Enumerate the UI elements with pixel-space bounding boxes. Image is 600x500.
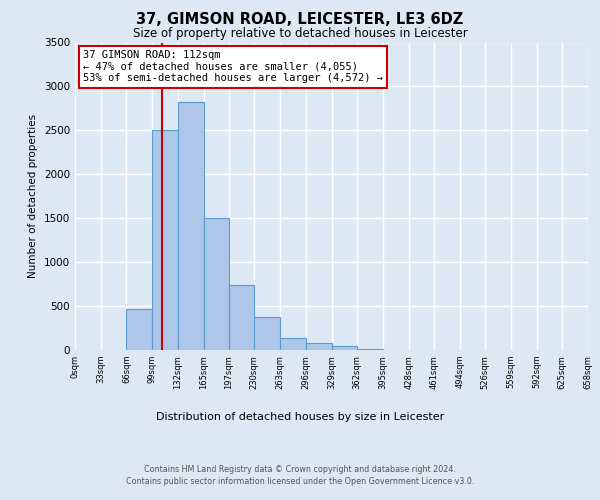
Text: Contains HM Land Registry data © Crown copyright and database right 2024.: Contains HM Land Registry data © Crown c… bbox=[144, 465, 456, 474]
Bar bbox=[331, 346, 357, 350]
Bar bbox=[178, 102, 203, 350]
Text: 37 GIMSON ROAD: 112sqm
← 47% of detached houses are smaller (4,055)
53% of semi-: 37 GIMSON ROAD: 112sqm ← 47% of detached… bbox=[83, 50, 383, 84]
Bar bbox=[306, 343, 331, 350]
Bar bbox=[127, 308, 152, 350]
Text: 37, GIMSON ROAD, LEICESTER, LE3 6DZ: 37, GIMSON ROAD, LEICESTER, LE3 6DZ bbox=[136, 12, 464, 28]
Text: Size of property relative to detached houses in Leicester: Size of property relative to detached ho… bbox=[133, 28, 467, 40]
Y-axis label: Number of detached properties: Number of detached properties bbox=[28, 114, 38, 278]
Bar bbox=[203, 218, 229, 350]
Bar bbox=[357, 349, 383, 350]
Bar bbox=[280, 338, 306, 350]
Text: Contains public sector information licensed under the Open Government Licence v3: Contains public sector information licen… bbox=[126, 478, 474, 486]
Bar bbox=[152, 130, 178, 350]
Text: Distribution of detached houses by size in Leicester: Distribution of detached houses by size … bbox=[156, 412, 444, 422]
Bar bbox=[254, 316, 280, 350]
Bar bbox=[229, 285, 254, 350]
